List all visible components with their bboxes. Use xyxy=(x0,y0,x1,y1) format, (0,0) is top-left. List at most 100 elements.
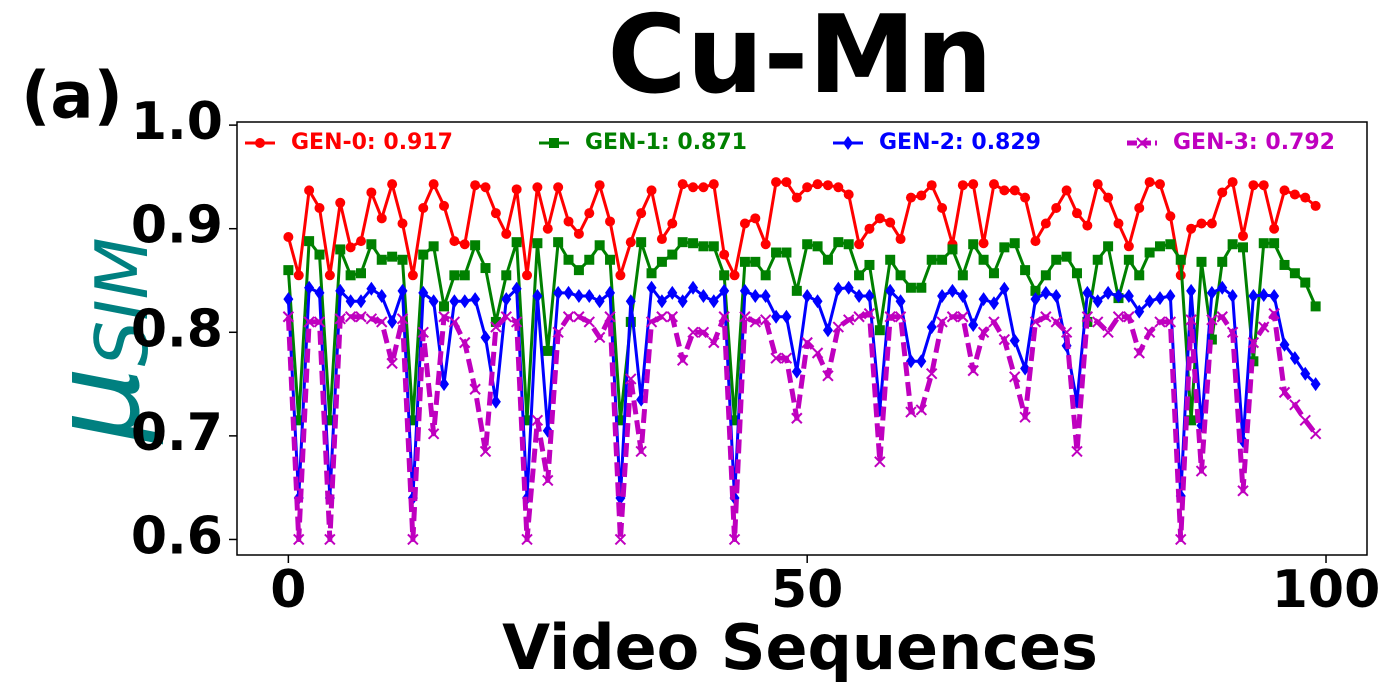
marker xyxy=(750,213,761,224)
marker xyxy=(314,202,325,213)
marker xyxy=(345,294,356,309)
marker xyxy=(1154,291,1165,306)
marker xyxy=(1238,230,1249,241)
marker xyxy=(1227,289,1238,304)
marker xyxy=(697,326,710,338)
marker xyxy=(522,415,533,426)
marker xyxy=(553,237,564,248)
marker xyxy=(781,247,792,258)
marker xyxy=(522,270,533,281)
marker xyxy=(459,294,470,309)
series-line xyxy=(286,180,1317,277)
marker xyxy=(459,270,470,281)
marker xyxy=(427,428,440,440)
marker xyxy=(978,292,989,307)
marker xyxy=(490,321,502,333)
series xyxy=(283,280,1321,506)
marker xyxy=(645,316,658,328)
x-tick-label: 100 xyxy=(1272,560,1381,620)
marker xyxy=(397,283,408,298)
marker xyxy=(812,179,823,190)
marker xyxy=(1113,218,1124,229)
marker xyxy=(428,179,439,190)
marker xyxy=(345,270,356,281)
marker xyxy=(822,254,833,265)
marker xyxy=(656,256,667,267)
marker xyxy=(667,249,678,260)
marker xyxy=(553,182,564,193)
marker xyxy=(313,316,326,328)
marker xyxy=(418,249,429,260)
marker xyxy=(1071,268,1082,279)
marker xyxy=(926,254,937,265)
marker xyxy=(1009,238,1020,249)
marker xyxy=(905,192,916,203)
marker xyxy=(1134,270,1145,281)
marker xyxy=(905,354,916,369)
marker xyxy=(293,270,304,281)
marker xyxy=(1300,277,1311,288)
marker xyxy=(925,368,938,380)
marker xyxy=(1227,239,1238,250)
marker xyxy=(677,237,688,248)
marker xyxy=(1051,202,1062,213)
marker xyxy=(1237,485,1249,497)
marker xyxy=(863,307,876,320)
marker xyxy=(439,301,450,312)
marker xyxy=(781,309,792,324)
marker xyxy=(843,239,854,250)
marker xyxy=(573,311,585,323)
marker xyxy=(791,192,802,203)
marker xyxy=(771,177,782,188)
marker xyxy=(708,294,719,309)
marker xyxy=(531,414,544,427)
marker xyxy=(283,265,294,276)
marker xyxy=(573,265,584,276)
marker xyxy=(1123,254,1134,265)
marker xyxy=(791,285,802,296)
marker xyxy=(563,254,574,265)
marker xyxy=(549,138,559,148)
marker xyxy=(926,320,937,335)
marker xyxy=(1165,211,1176,222)
marker xyxy=(1299,414,1311,427)
marker xyxy=(1040,270,1051,281)
marker xyxy=(1009,333,1020,348)
marker xyxy=(355,236,366,247)
marker xyxy=(355,294,366,309)
marker xyxy=(853,311,865,323)
marker xyxy=(428,241,439,252)
marker xyxy=(449,236,460,247)
marker xyxy=(832,321,845,333)
marker xyxy=(438,311,450,323)
marker xyxy=(387,179,398,190)
marker xyxy=(688,182,699,193)
marker xyxy=(999,281,1010,296)
marker xyxy=(376,254,387,265)
marker xyxy=(667,218,678,229)
marker xyxy=(1154,316,1166,328)
marker xyxy=(532,182,543,193)
marker xyxy=(760,239,771,250)
marker xyxy=(584,254,595,265)
marker xyxy=(822,370,834,382)
marker xyxy=(605,216,616,227)
marker xyxy=(335,283,346,298)
marker xyxy=(594,294,605,309)
marker xyxy=(728,533,741,546)
marker xyxy=(947,283,958,298)
marker xyxy=(593,331,606,344)
marker xyxy=(1196,218,1207,229)
marker xyxy=(760,270,771,281)
marker xyxy=(532,289,543,304)
marker xyxy=(1300,192,1311,203)
marker xyxy=(1238,242,1249,253)
marker xyxy=(501,228,512,239)
marker xyxy=(1226,326,1239,338)
marker xyxy=(791,364,802,379)
marker xyxy=(428,294,439,309)
marker xyxy=(1030,236,1041,247)
marker xyxy=(687,326,699,338)
marker xyxy=(1082,285,1093,300)
